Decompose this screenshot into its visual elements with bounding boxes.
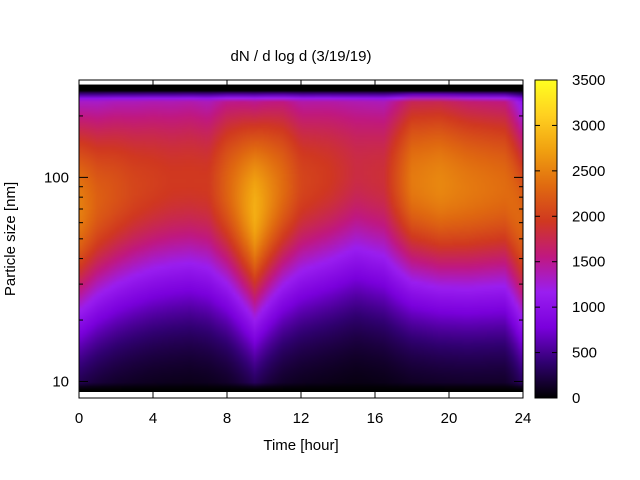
x-tick-label: 0 [75,410,83,427]
colorbar-tick-label: 3500 [572,72,605,89]
x-tick-label: 24 [515,410,532,427]
colorbar-ticks: 0 500 1000 1500 2000 2500 3000 3500 [535,72,605,407]
heatmap-plot-area [79,84,523,392]
heatmap-field [79,84,523,392]
y-axis: 10 100 [44,79,523,392]
colorbar-tick-label: 500 [572,345,597,362]
x-tick-label: 8 [223,410,231,427]
colorbar-tick-label: 0 [572,390,580,407]
colorbar-tick-label: 2500 [572,163,605,180]
colorbar-tick-label: 2000 [572,208,605,225]
x-axis-label: Time [hour] [263,437,338,454]
x-axis: 0 4 8 12 16 20 24 [75,80,532,427]
colorbar: 0 500 1000 1500 2000 2500 3000 3500 [534,72,605,407]
colorbar-gradient [534,79,558,399]
colorbar-tick-label: 1500 [572,254,605,271]
y-axis-label: Particle size [nm] [2,182,19,296]
y-tick-label: 100 [44,169,69,186]
x-tick-label: 20 [441,410,458,427]
chart-title: dN / d log d (3/19/19) [231,48,372,65]
colorbar-tick-label: 1000 [572,299,605,316]
x-tick-label: 12 [293,410,310,427]
x-tick-label: 16 [367,410,384,427]
x-tick-label: 4 [149,410,157,427]
colorbar-tick-label: 3000 [572,117,605,134]
y-tick-label: 10 [52,373,69,390]
